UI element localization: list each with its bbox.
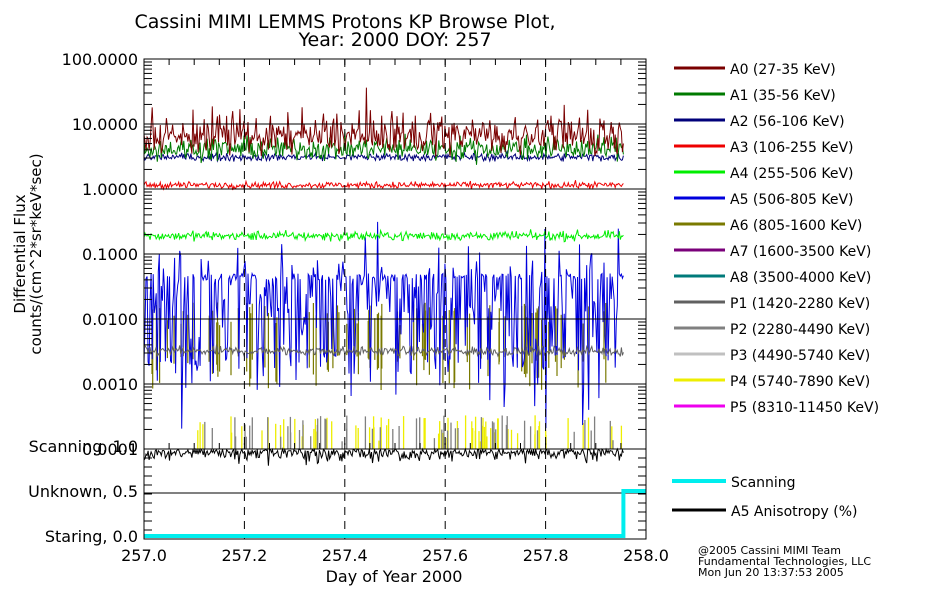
y-axis-label-line1: Differential Flux (11, 194, 29, 313)
legend-label: P3 (4490-5740 KeV) (730, 348, 870, 364)
legend-item: A8 (3500-4000 KeV) (674, 270, 871, 286)
y-tick-label: 0.1000 (82, 245, 138, 264)
legend-label: A5 (506-805 KeV) (730, 192, 853, 208)
legend-item: P1 (1420-2280 KeV) (674, 296, 870, 312)
series-line (143, 343, 624, 358)
legend-label: A3 (106-255 KeV) (730, 140, 853, 156)
x-tick-label: 257.4 (322, 546, 368, 565)
legend-item: A5 (506-805 KeV) (674, 192, 853, 208)
legend: A0 (27-35 KeV) A1 (35-56 KeV) A2 (56-106 K… (672, 62, 879, 520)
y-tick-label: 0.0001 (82, 440, 138, 459)
chart-title: Cassini MIMI LEMMS Protons KP Browse Plo… (134, 11, 555, 33)
footer-credit: @2005 Cassini MIMI Team Fundamental Tech… (698, 544, 871, 579)
legend-item: A5 Anisotropy (%) (672, 504, 858, 520)
series-line (143, 131, 624, 165)
series-a5-anisotropy (143, 447, 624, 466)
legend-label: A0 (27-35 KeV) (730, 62, 836, 78)
legend-label: A7 (1600-3500 KeV) (730, 244, 871, 260)
legend-item: A4 (255-506 KeV) (674, 166, 853, 182)
y-tick-label: 1.0000 (82, 180, 138, 199)
bottom-y-tick-label: Scanning, 1.0 (29, 437, 138, 456)
series-line (143, 149, 624, 163)
series-a4 (143, 228, 624, 243)
series-line (143, 221, 624, 429)
x-tick-label: 257.0 (121, 546, 167, 565)
y-tick-label: 10.0000 (72, 115, 138, 134)
chart-subtitle: Year: 2000 DOY: 257 (297, 29, 491, 51)
series-line (143, 87, 624, 157)
series-line (143, 228, 624, 243)
footer-line-1: @2005 Cassini MIMI Team (698, 544, 841, 557)
series-line (143, 447, 624, 466)
legend-item: P5 (8310-11450 KeV) (674, 400, 879, 416)
x-tick-label: 258.0 (623, 546, 669, 565)
series-p4 (197, 415, 623, 449)
series-a3 (143, 179, 624, 191)
legend-label: A4 (255-506 KeV) (730, 166, 853, 182)
bottom-y-tick-label: Unknown, 0.5 (28, 482, 138, 501)
footer-line-2: Fundamental Technologies, LLC (698, 555, 871, 568)
flux-series-layer (143, 87, 624, 466)
y-tick-label: 0.0010 (82, 375, 138, 394)
series-p2 (204, 415, 614, 449)
legend-item: A1 (35-56 KeV) (674, 88, 836, 104)
footer-line-3: Mon Jun 20 13:37:53 2005 (698, 566, 844, 579)
legend-item: P3 (4490-5740 KeV) (674, 348, 870, 364)
y-tick-label: 0.0100 (82, 310, 138, 329)
legend-item: P4 (5740-7890 KeV) (674, 374, 870, 390)
legend-item: A3 (106-255 KeV) (674, 140, 853, 156)
legend-label: P4 (5740-7890 KeV) (730, 374, 870, 390)
legend-item: Scanning (672, 475, 796, 491)
legend-item: A7 (1600-3500 KeV) (674, 244, 871, 260)
legend-label: P2 (2280-4490 KeV) (730, 322, 870, 338)
axis-layer: 100.0000 10.0000 1.0000 0.1000 0.0100 0.0010 0… (28, 50, 669, 565)
series-a0 (143, 87, 624, 157)
legend-label: A5 Anisotropy (%) (731, 504, 858, 520)
series-p1 (143, 343, 624, 358)
y-axis-label-line2: counts/(cm^2*sr*keV*sec) (27, 153, 45, 354)
legend-label: Scanning (731, 475, 796, 491)
legend-item: A2 (56-106 KeV) (674, 114, 845, 130)
legend-label: A2 (56-106 KeV) (730, 114, 845, 130)
legend-label: P1 (1420-2280 KeV) (730, 296, 870, 312)
x-tick-label: 257.6 (422, 546, 468, 565)
legend-item: A6 (805-1600 KeV) (674, 218, 862, 234)
series-line (143, 179, 624, 191)
x-axis-label: Day of Year 2000 (326, 567, 463, 586)
legend-item: P2 (2280-4490 KeV) (674, 322, 870, 338)
series-a1 (143, 131, 624, 165)
series-a2 (143, 149, 624, 163)
legend-label: A8 (3500-4000 KeV) (730, 270, 871, 286)
legend-label: A6 (805-1600 KeV) (730, 218, 862, 234)
legend-label: P5 (8310-11450 KeV) (730, 400, 879, 416)
bottom-y-tick-label: Staring, 0.0 (45, 527, 138, 546)
legend-label: A1 (35-56 KeV) (730, 88, 836, 104)
y-tick-label: 100.0000 (62, 50, 138, 69)
x-tick-label: 257.8 (523, 546, 569, 565)
series-a5 (143, 221, 624, 429)
legend-item: A0 (27-35 KeV) (674, 62, 836, 78)
series-scanning (144, 489, 646, 538)
x-tick-label: 257.2 (221, 546, 267, 565)
